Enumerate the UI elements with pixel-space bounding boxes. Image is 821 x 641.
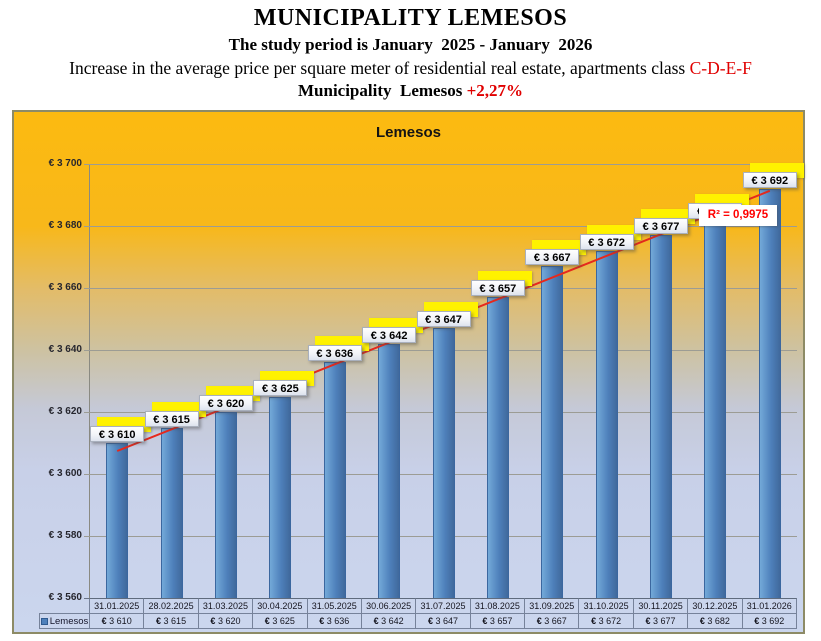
euro-symbol: € (591, 616, 597, 626)
x-axis-date-cell: 30.11.2025 (632, 598, 689, 614)
bar (214, 412, 237, 598)
series-value-cell: € 3 667 (524, 613, 580, 629)
euro-symbol: € (482, 616, 488, 626)
euro-symbol: € (699, 616, 705, 626)
series-value-cell: € 3 692 (741, 613, 797, 629)
x-axis-date-cell: 31.07.2025 (415, 598, 471, 614)
euro-symbol: € (319, 616, 325, 626)
data-label: € 3 620 (198, 395, 253, 411)
data-label: € 3 642 (362, 326, 417, 343)
data-label: € 3 672 (579, 233, 634, 250)
euro-symbol: € (264, 616, 270, 626)
trend-line (116, 189, 771, 452)
plot-area: € 3 610 € 3 615 € 3 620 € 3 625 € 3 636 € 3 6… (84, 162, 804, 599)
series-value-cell: € 3 682 (687, 613, 743, 629)
y-tick-label: € 3 700 (48, 158, 82, 169)
euro-symbol: € (156, 616, 162, 626)
data-label: € 3 692 (742, 171, 797, 188)
bar (323, 362, 346, 598)
gridline (84, 164, 797, 165)
series-value-cell: € 3 677 (632, 613, 689, 629)
legend-label: Lemesos (49, 615, 89, 627)
y-tick-label: € 3 660 (48, 282, 82, 293)
x-axis-date-cell: 30.04.2025 (252, 598, 308, 614)
series-value-cell: € 3 610 (89, 613, 145, 629)
euro-symbol: € (101, 616, 107, 626)
x-axis-date-cell: 30.12.2025 (687, 598, 743, 614)
y-tick-label: € 3 600 (48, 468, 82, 479)
x-axis-date-cell: 31.08.2025 (469, 598, 526, 614)
trendline-r2-annotation: R² = 0,9975 (699, 205, 777, 226)
apartment-class-highlight: C-D-E-F (689, 58, 752, 78)
y-tick-label: € 3 620 (48, 406, 82, 417)
bar (269, 396, 292, 598)
series-value-cell: € 3 657 (469, 613, 526, 629)
euro-symbol: € (373, 616, 379, 626)
series-value-cell: € 3 625 (252, 613, 308, 629)
municipality-label: Municipality Lemesos (297, 81, 467, 100)
x-axis-date-cell: 31.01.2025 (89, 598, 145, 614)
x-axis-date-cell: 31.05.2025 (306, 598, 362, 614)
euro-symbol: € (536, 616, 542, 626)
y-tick-label: € 3 640 (48, 344, 82, 355)
data-label: € 3 615 (144, 410, 199, 427)
bar (160, 427, 183, 598)
series-value-cell: € 3 642 (360, 613, 417, 629)
bar (758, 188, 781, 598)
bar (106, 443, 129, 598)
data-label: € 3 636 (307, 345, 362, 362)
legend-swatch-icon (40, 617, 48, 625)
series-value-cell: € 3 672 (578, 613, 634, 629)
data-label: € 3 677 (634, 218, 689, 235)
gridline (84, 288, 797, 289)
bar (378, 343, 401, 598)
euro-symbol: € (754, 616, 760, 626)
description-line: Increase in the average price per square… (0, 58, 821, 79)
x-axis-date-cell: 28.02.2025 (143, 598, 199, 614)
x-axis-date-cell: 31.01.2026 (741, 598, 797, 614)
study-period-subtitle: The study period is January 2025 - Janua… (228, 35, 593, 54)
series-value-cell: € 3 615 (143, 613, 199, 629)
legend-cell: Lemesos (39, 613, 90, 629)
data-label: € 3 667 (525, 249, 580, 266)
chart-area: Lemesos € 3 700 € 3 680 € 3 660 € 3 640 € 3 … (12, 110, 805, 634)
y-tick-label: € 3 680 (48, 220, 82, 231)
bar (595, 250, 618, 598)
bar (541, 266, 564, 598)
data-label: € 3 625 (253, 379, 308, 396)
bar (486, 297, 509, 598)
bar (650, 235, 673, 598)
bar (432, 328, 455, 598)
y-tick-label: € 3 560 (48, 592, 82, 603)
series-value-cell: € 3 636 (306, 613, 362, 629)
x-axis-date-cell: 31.09.2025 (524, 598, 580, 614)
data-label: € 3 647 (416, 311, 471, 328)
data-label: € 3 610 (90, 426, 145, 442)
percent-change-highlight: +2,27% (466, 81, 524, 100)
page-title: MUNICIPALITY LEMESOS (253, 5, 568, 31)
euro-symbol: € (645, 616, 651, 626)
data-label: € 3 657 (470, 280, 525, 297)
chart-title: Lemesos (375, 124, 442, 141)
description-text: Increase in the average price per square… (69, 58, 690, 78)
euro-symbol: € (427, 616, 433, 626)
series-value-cell: € 3 620 (197, 613, 254, 629)
gridline (84, 226, 797, 227)
y-tick-label: € 3 580 (48, 530, 82, 541)
x-axis-date-cell: 31.03.2025 (197, 598, 254, 614)
municipality-change-line: Municipality Lemesos +2,27% (0, 81, 821, 101)
euro-symbol: € (210, 616, 216, 626)
x-axis-date-cell: 31.10.2025 (578, 598, 634, 614)
series-value-cell: € 3 647 (415, 613, 471, 629)
x-axis-date-cell: 30.06.2025 (360, 598, 417, 614)
